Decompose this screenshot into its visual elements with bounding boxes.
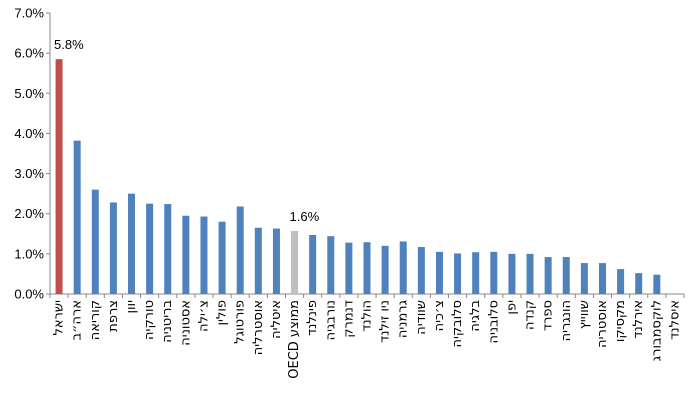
- bar: [146, 203, 154, 294]
- x-category-label: ניו זילנד: [378, 300, 393, 343]
- bar: [580, 263, 588, 294]
- bar: [526, 253, 534, 294]
- x-category-label: הונגריה: [559, 300, 574, 341]
- data-label: 5.8%: [54, 37, 84, 52]
- y-tick-label: 1.0%: [14, 246, 44, 261]
- x-category-label: יוון: [124, 300, 139, 314]
- x-category-label: איטליה: [269, 300, 284, 339]
- bar: [109, 202, 117, 294]
- x-category-label: יפן: [504, 300, 519, 315]
- bar: [55, 59, 63, 294]
- x-category-label: קוריאה: [88, 300, 103, 340]
- labels-layer: ישראל ארה״ב קוריאה צרפת יוון טורקיה בריטניה אסט…: [52, 37, 683, 379]
- x-category-label: בריטניה: [160, 300, 175, 343]
- bar: [309, 234, 317, 294]
- x-category-label: גרמניה: [396, 300, 411, 338]
- x-category-label: בלגיה: [468, 300, 483, 332]
- x-category-label: אירלנד: [631, 300, 646, 339]
- x-category-label: נורבגיה: [323, 300, 338, 340]
- bar: [598, 263, 606, 294]
- bar: [327, 236, 335, 294]
- bar: [508, 253, 516, 294]
- bar: [164, 204, 172, 294]
- data-label: 1.6%: [290, 209, 320, 224]
- axes-layer: 0.0% 1.0% 2.0% 3.0% 4.0% 5.0% 6.0% 7.0%: [14, 6, 685, 302]
- x-category-label: דנמרק: [341, 300, 356, 338]
- bar: [200, 216, 208, 294]
- bar: [399, 241, 407, 294]
- x-category-label: שווייץ: [577, 300, 592, 329]
- y-tick-label: 2.0%: [14, 206, 44, 221]
- bar: [128, 193, 136, 294]
- x-category-label: צרפת: [106, 300, 121, 332]
- x-category-label: מקסיקו: [613, 300, 628, 342]
- bar: [653, 274, 661, 294]
- x-category-label: ארה״ב: [70, 300, 85, 340]
- bar: [454, 253, 462, 294]
- bar: [435, 251, 443, 294]
- x-category-label: ספרד: [541, 300, 556, 331]
- bar: [218, 221, 226, 294]
- bar: [291, 230, 299, 294]
- x-category-label: פולין: [215, 300, 230, 326]
- x-category-label: פינלנד: [305, 300, 320, 336]
- bar: [182, 215, 190, 294]
- bar: [635, 273, 643, 294]
- x-category-label: סלובניה: [486, 300, 501, 344]
- x-category-label: הולנד: [360, 300, 375, 332]
- bar: [472, 252, 480, 294]
- bar: [617, 269, 625, 294]
- x-category-label: פורטוגל: [233, 300, 248, 344]
- y-tick-label: 7.0%: [14, 6, 44, 21]
- x-category-label: ישראל: [52, 300, 67, 336]
- bar: [363, 242, 371, 294]
- x-category-label: איסלנד: [667, 300, 682, 340]
- y-tick-label: 4.0%: [14, 126, 44, 141]
- y-tick-label: 3.0%: [14, 166, 44, 181]
- x-category-label: צ׳כיה: [432, 300, 447, 331]
- bar: [272, 228, 280, 294]
- x-category-label: לוקסמבורג: [649, 300, 664, 361]
- x-category-label: OECD ממוצע: [287, 300, 302, 379]
- bar: [544, 257, 552, 294]
- x-category-label: שוודיה: [414, 300, 429, 335]
- x-category-label: צ׳ילה: [196, 300, 211, 332]
- x-category-label: סלובקיה: [450, 300, 465, 348]
- x-category-label: אסטוניה: [178, 300, 193, 346]
- bar: [236, 206, 244, 294]
- x-category-label: קנדה: [523, 300, 538, 330]
- bar: [381, 245, 389, 294]
- bar: [73, 140, 81, 294]
- bar: [562, 257, 570, 294]
- bar: [91, 189, 99, 294]
- y-tick-label: 5.0%: [14, 86, 44, 101]
- y-tick-label: 0.0%: [14, 287, 44, 302]
- x-category-label: אוסטרליה: [251, 300, 266, 355]
- y-tick-label: 6.0%: [14, 46, 44, 61]
- x-category-label: טורקיה: [142, 300, 157, 340]
- bars-layer: [55, 59, 661, 294]
- bar: [417, 247, 425, 294]
- bar: [254, 227, 262, 294]
- bar: [345, 242, 353, 294]
- x-category-label: אוסטריה: [595, 300, 610, 348]
- bar: [490, 251, 498, 294]
